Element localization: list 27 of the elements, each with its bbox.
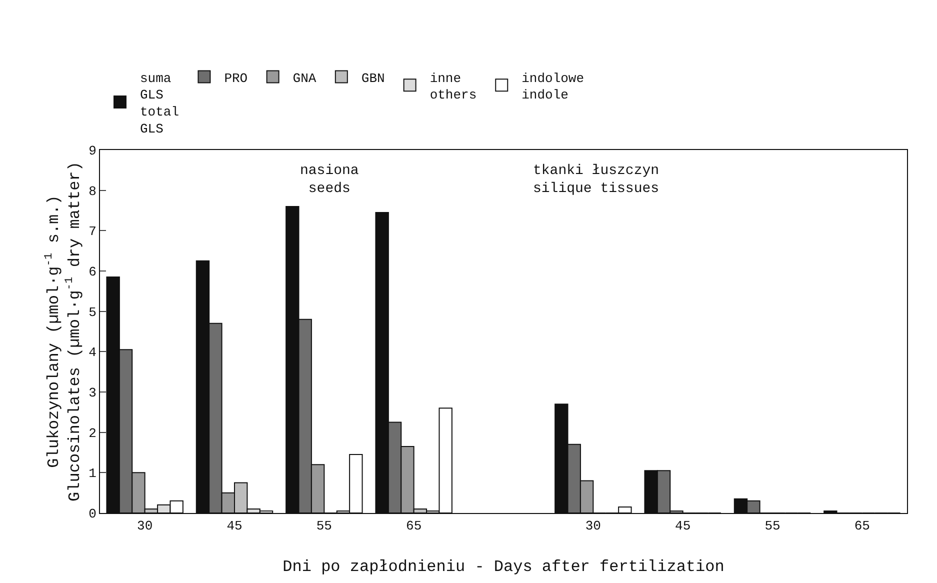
x-tick-label: 65 <box>854 518 870 534</box>
y-tick-label: 4 <box>88 345 97 360</box>
x-axis-title: Dni po zapłodnieniu - Days after fertilization <box>282 558 724 576</box>
x-tick-label: 55 <box>764 518 780 534</box>
x-tick-label: 30 <box>137 518 153 534</box>
x-tick-label: 55 <box>316 518 332 534</box>
y-tick-label: 8 <box>88 184 96 199</box>
x-tick-label: 45 <box>226 518 242 534</box>
annotation: tkanki łuszczyn silique tissues <box>533 163 660 198</box>
y-tick-label: 2 <box>88 426 96 441</box>
legend-label: inne others <box>430 70 477 103</box>
y-tick-label: 1 <box>88 466 97 482</box>
y-tick-label: 6 <box>88 264 96 280</box>
annotation: nasiona seeds <box>300 163 359 198</box>
legend-label: GNA <box>292 70 316 86</box>
x-tick-label: 65 <box>406 518 422 534</box>
y-tick-label: 3 <box>88 386 96 401</box>
y-tick-label: 7 <box>88 224 96 240</box>
legend-label: suma GLS total GLS <box>140 70 180 136</box>
y-tick-label: 0 <box>88 506 96 522</box>
legend-label: GBN <box>361 70 385 86</box>
y-tick-label: 5 <box>88 304 96 320</box>
y-tick-label: 9 <box>88 144 96 159</box>
x-tick-label: 30 <box>585 518 601 534</box>
legend-label: indolowe indole <box>522 70 584 103</box>
legend-label: PRO <box>224 70 248 86</box>
x-tick-label: 45 <box>675 518 691 534</box>
